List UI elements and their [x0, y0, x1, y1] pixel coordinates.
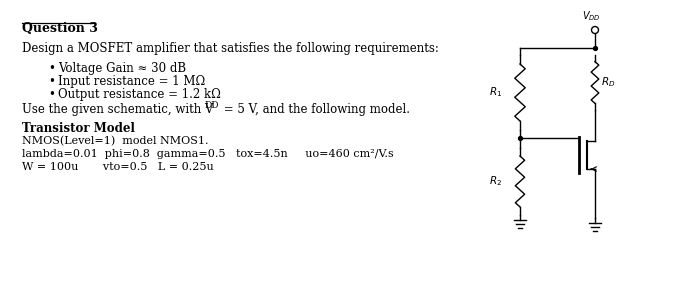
Text: Question 3: Question 3 — [22, 22, 98, 35]
Text: $R_1$: $R_1$ — [489, 85, 502, 99]
Text: •: • — [48, 88, 55, 101]
Text: Input resistance = 1 MΩ: Input resistance = 1 MΩ — [58, 75, 205, 88]
Text: •: • — [48, 75, 55, 88]
Text: Output resistance = 1.2 kΩ: Output resistance = 1.2 kΩ — [58, 88, 221, 101]
Text: Use the given schematic, with V: Use the given schematic, with V — [22, 103, 214, 116]
Text: •: • — [48, 62, 55, 75]
Text: $R_2$: $R_2$ — [489, 175, 502, 188]
Text: DD: DD — [204, 101, 218, 110]
Text: Design a MOSFET amplifier that satisfies the following requirements:: Design a MOSFET amplifier that satisfies… — [22, 42, 439, 55]
Text: lambda=0.01  phi=0.8  gamma=0.5   tox=4.5n     uo=460 cm²/V.s: lambda=0.01 phi=0.8 gamma=0.5 tox=4.5n u… — [22, 149, 393, 159]
Text: = 5 V, and the following model.: = 5 V, and the following model. — [220, 103, 410, 116]
Text: NMOS(Level=1)  model NMOS1.: NMOS(Level=1) model NMOS1. — [22, 136, 209, 146]
Text: Voltage Gain ≈ 30 dB: Voltage Gain ≈ 30 dB — [58, 62, 186, 75]
Text: $R_D$: $R_D$ — [601, 76, 615, 89]
Text: W = 100u       vto=0.5   L = 0.25u: W = 100u vto=0.5 L = 0.25u — [22, 162, 214, 172]
Text: $\mathit{V}_{\mathit{DD}}$: $\mathit{V}_{\mathit{DD}}$ — [582, 9, 601, 23]
Text: Transistor Model: Transistor Model — [22, 122, 135, 135]
